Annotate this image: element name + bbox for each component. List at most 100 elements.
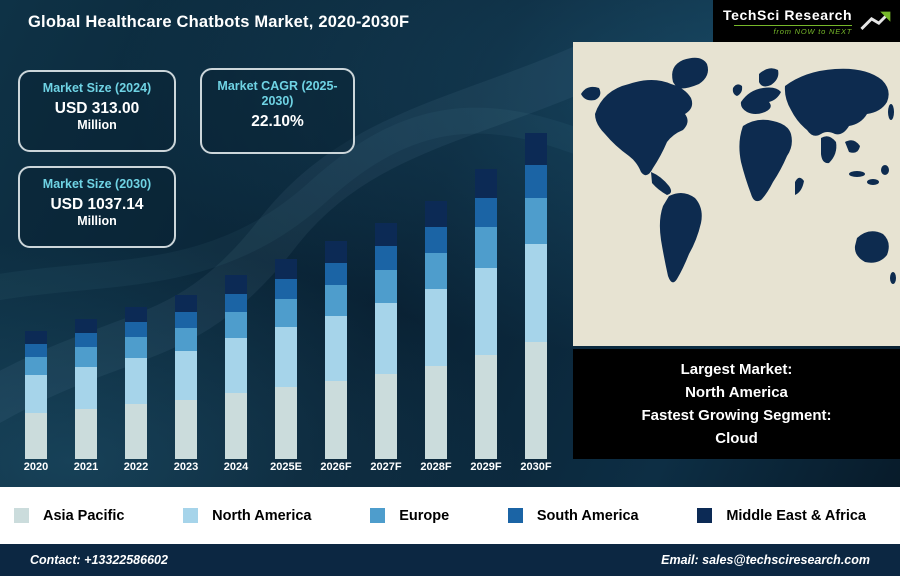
bar-segment-europe <box>125 337 147 358</box>
bar-segment-south-america <box>325 263 347 285</box>
bar-segment-europe <box>325 285 347 316</box>
legend-swatch <box>507 508 523 523</box>
bar-segment-europe <box>75 347 97 367</box>
bar-2020 <box>25 331 47 459</box>
market-size-2024-box: Market Size (2024) USD 313.00 Million <box>18 70 176 152</box>
bar-segment-europe <box>475 227 497 268</box>
page-title: Global Healthcare Chatbots Market, 2020-… <box>28 13 410 31</box>
legend-item-south-america: South America <box>507 507 639 524</box>
bar-segment-middle-east-africa <box>75 319 97 333</box>
bar-segment-asia-pacific <box>325 381 347 459</box>
x-axis-label-2030F: 2030F <box>520 461 552 473</box>
logo-name: TechSci Research <box>723 6 853 23</box>
bar-segment-north-america <box>425 289 447 366</box>
bar-segment-asia-pacific <box>275 387 297 459</box>
growth-arrow-icon <box>860 11 891 30</box>
x-axis-label-2029F: 2029F <box>470 461 502 473</box>
bar-segment-middle-east-africa <box>125 307 147 322</box>
legend-label: North America <box>212 507 312 524</box>
bar-segment-middle-east-africa <box>175 295 197 312</box>
bar-segment-north-america <box>525 244 547 342</box>
market-size-2024-label: Market Size (2024) <box>42 81 152 95</box>
x-axis-label-2021: 2021 <box>73 461 99 473</box>
bar-segment-middle-east-africa <box>225 275 247 294</box>
highlight-box: Largest Market: North America Fastest Gr… <box>573 349 900 459</box>
market-size-2030-unit: Million <box>77 214 117 228</box>
bar-2021 <box>75 319 97 459</box>
bar-segment-south-america <box>125 322 147 337</box>
bar-2023 <box>175 295 197 459</box>
bar-segment-asia-pacific <box>75 409 97 459</box>
bar-segment-europe <box>25 357 47 375</box>
bar-segment-north-america <box>325 316 347 381</box>
bar-segment-south-america <box>425 227 447 253</box>
x-axis-label-2023: 2023 <box>173 461 199 473</box>
world-map-image <box>573 42 900 346</box>
market-cagr-box: Market CAGR (2025-2030) 22.10% <box>200 68 355 154</box>
bar-2028F <box>425 201 447 459</box>
bar-segment-north-america <box>275 327 297 387</box>
legend-item-north-america: North America <box>183 507 312 524</box>
legend-swatch <box>183 508 199 523</box>
legend-swatch <box>697 508 713 523</box>
bar-segment-north-america <box>125 358 147 404</box>
bar-chart <box>25 129 547 459</box>
chart-legend: Asia Pacific North America Europe South Ame… <box>0 487 900 544</box>
bar-segment-europe <box>375 270 397 303</box>
footer-contact: Contact: +13322586602 <box>30 553 168 567</box>
bar-segment-south-america <box>225 294 247 312</box>
bar-segment-europe <box>175 328 197 351</box>
bar-segment-middle-east-africa <box>375 223 397 246</box>
bar-segment-north-america <box>25 375 47 413</box>
legend-label: Asia Pacific <box>43 507 125 524</box>
footer-email: Email: sales@techsciresearch.com <box>661 553 870 567</box>
bar-segment-north-america <box>375 303 397 374</box>
bar-2026F <box>325 241 347 459</box>
bar-segment-north-america <box>75 367 97 409</box>
largest-market-label: Largest Market: <box>680 360 793 378</box>
bar-2029F <box>475 169 497 459</box>
bar-segment-middle-east-africa <box>525 133 547 165</box>
bar-segment-middle-east-africa <box>275 259 297 279</box>
bar-segment-middle-east-africa <box>425 201 447 227</box>
bar-segment-south-america <box>475 198 497 227</box>
bar-segment-europe <box>225 312 247 338</box>
market-cagr-label: Market CAGR (2025-2030) <box>217 79 338 108</box>
footer: Contact: +13322586602 Email: sales@techs… <box>0 544 900 576</box>
logo-text: TechSci Research from NOW to NEXT <box>723 6 853 36</box>
bar-segment-asia-pacific <box>225 393 247 459</box>
logo: TechSci Research from NOW to NEXT <box>713 0 900 42</box>
bar-segment-asia-pacific <box>175 400 197 459</box>
legend-label: South America <box>536 507 639 524</box>
bar-segment-north-america <box>175 351 197 400</box>
legend-label: Europe <box>399 507 450 524</box>
bar-segment-south-america <box>75 333 97 347</box>
market-size-2030-box: Market Size (2030) USD 1037.14 Million <box>18 166 176 248</box>
bar-segment-asia-pacific <box>25 413 47 459</box>
x-axis-label-2020: 2020 <box>23 461 49 473</box>
bar-2022 <box>125 307 147 459</box>
market-size-2030-label: Market Size (2030) <box>42 177 152 191</box>
bar-2024 <box>225 275 247 459</box>
x-axis-label-2022: 2022 <box>123 461 149 473</box>
x-axis-label-2025E: 2025E <box>270 461 302 473</box>
bar-segment-north-america <box>475 268 497 355</box>
x-axis-labels: 2020 2021 2022 2023 2024 2025E 2026F 2027F 2028F… <box>11 461 561 473</box>
bar-segment-asia-pacific <box>375 374 397 459</box>
legend-item-middle-east-africa: Middle East & Africa <box>697 508 866 524</box>
bar-segment-middle-east-africa <box>475 169 497 198</box>
fastest-segment-value: Cloud <box>715 429 758 447</box>
market-size-2030-value: USD 1037.14 <box>50 196 144 213</box>
legend-item-europe: Europe <box>370 508 449 524</box>
legend-item-asia-pacific: Asia Pacific <box>14 508 124 524</box>
market-cagr-value: 22.10% <box>251 113 304 130</box>
market-size-2024-value: USD 313.00 <box>54 100 140 117</box>
x-axis-label-2027F: 2027F <box>370 461 402 473</box>
bar-2030F <box>525 133 547 459</box>
logo-tagline: from NOW to NEXT <box>773 26 853 36</box>
bar-segment-middle-east-africa <box>325 241 347 263</box>
bar-segment-middle-east-africa <box>25 331 47 344</box>
bar-segment-south-america <box>175 312 197 328</box>
bar-segment-south-america <box>25 344 47 357</box>
